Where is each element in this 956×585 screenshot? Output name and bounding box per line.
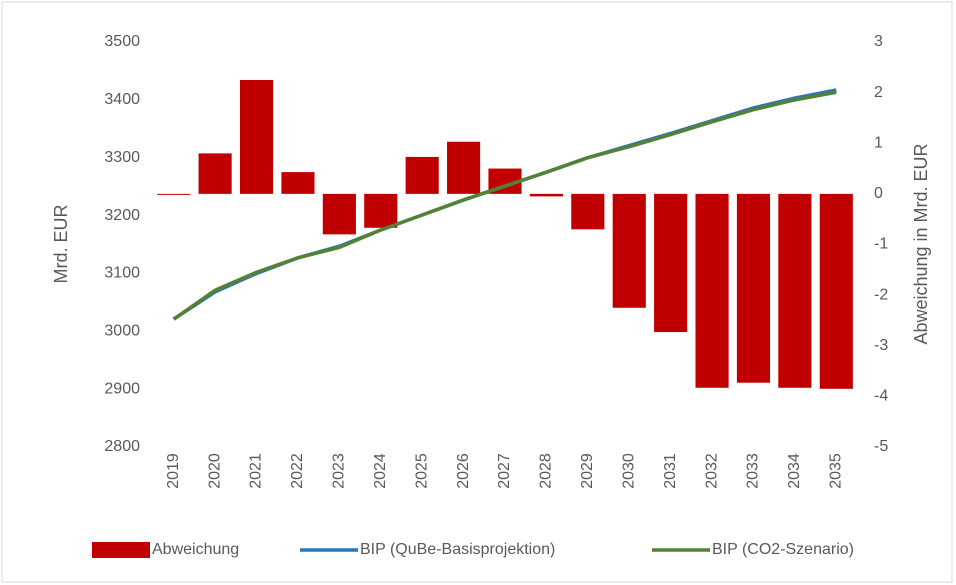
y-tick-label: 2800 (104, 438, 140, 455)
legend-label: Abweichung (152, 541, 239, 558)
y-tick-label: 3000 (104, 323, 140, 340)
x-tick-label: 2024 (372, 453, 389, 489)
bar (239, 79, 274, 194)
x-tick-label: 2019 (165, 453, 182, 489)
bar (405, 156, 439, 194)
y-tick-label: 3500 (104, 33, 140, 50)
y2-tick-label: -1 (874, 236, 888, 253)
x-tick-label: 2032 (703, 453, 720, 489)
bar (322, 193, 356, 235)
x-tick-label: 2020 (206, 453, 223, 489)
y-tick-label: 3300 (104, 149, 140, 166)
x-tick-label: 2029 (579, 453, 596, 489)
bar (364, 193, 398, 228)
bar (529, 193, 563, 197)
x-tick-label: 2025 (413, 453, 430, 489)
y-tick-label: 3400 (104, 91, 140, 108)
bar (281, 172, 315, 194)
x-tick-label: 2028 (538, 453, 555, 489)
y-tick-label: 2900 (104, 380, 140, 397)
x-tick-label: 2027 (496, 453, 513, 489)
y2-tick-label: 0 (874, 185, 883, 202)
legend-label: BIP (QuBe-Basisprojektion) (360, 541, 555, 558)
bar (612, 193, 646, 308)
bar (736, 193, 771, 383)
bar (819, 193, 853, 389)
bar (157, 193, 191, 195)
x-tick-label: 2034 (786, 453, 803, 489)
y-tick-label: 3200 (104, 207, 140, 224)
x-tick-label: 2030 (620, 453, 637, 489)
x-tick-label: 2026 (455, 453, 472, 489)
y2-tick-label: -2 (874, 286, 888, 303)
legend-swatch (92, 542, 150, 558)
legend-label: BIP (CO2-Szenario) (712, 541, 854, 558)
x-tick-label: 2023 (331, 453, 348, 489)
x-tick-label: 2033 (745, 453, 762, 489)
bar (198, 153, 232, 194)
y2-tick-label: 2 (874, 84, 883, 101)
x-tick-label: 2031 (662, 453, 679, 489)
y2-tick-label: -4 (874, 388, 888, 405)
y2-tick-label: -3 (874, 337, 888, 354)
y2-axis-title: Abweichung in Mrd. EUR (911, 143, 931, 344)
line (172, 90, 837, 321)
x-tick-label: 2022 (289, 453, 306, 489)
y2-tick-label: -5 (874, 438, 888, 455)
bar (571, 193, 605, 230)
y2-tick-label: 3 (874, 33, 883, 50)
bar (654, 193, 688, 333)
y2-tick-label: 1 (874, 134, 883, 151)
bar (447, 141, 481, 194)
bar (778, 193, 812, 388)
y-tick-label: 3100 (104, 265, 140, 282)
y-axis-title: Mrd. EUR (51, 204, 71, 283)
x-tick-label: 2021 (248, 453, 265, 489)
bar (695, 193, 729, 388)
x-tick-label: 2035 (828, 453, 845, 489)
